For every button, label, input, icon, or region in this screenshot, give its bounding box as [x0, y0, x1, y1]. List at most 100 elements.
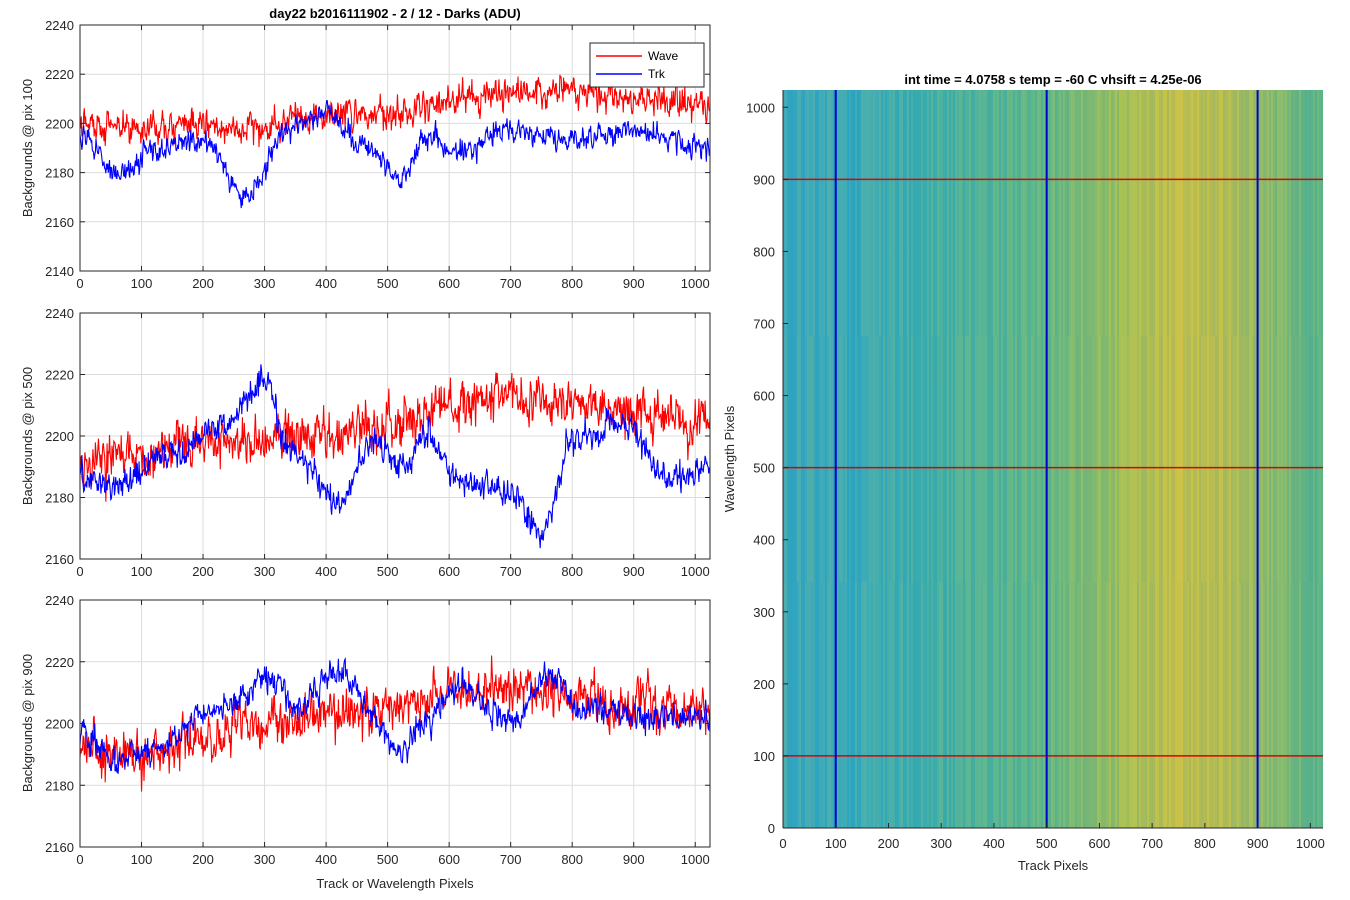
heatmap-texture [1057, 582, 1059, 828]
heatmap-texture [841, 90, 843, 336]
heatmap-texture [899, 336, 901, 582]
heatmap-texture [1315, 582, 1317, 828]
heatmap-texture [1233, 582, 1235, 828]
heatmap-texture [1223, 336, 1225, 582]
heatmap-texture [927, 336, 929, 582]
heatmap-texture [1165, 336, 1167, 582]
heatmap-texture [967, 336, 969, 582]
heatmap-texture [787, 336, 789, 582]
heatmap-texture [981, 90, 983, 336]
y-tick-label: 2180 [45, 491, 74, 506]
heatmap-texture [1021, 336, 1023, 582]
heatmap-texture [1087, 336, 1089, 582]
heatmap-texture [1053, 90, 1055, 336]
heatmap-texture [1259, 582, 1261, 828]
heatmap-texture [897, 90, 899, 336]
heatmap-texture [851, 90, 853, 336]
x-tick-label: 600 [438, 276, 460, 291]
heatmap-texture [1243, 90, 1245, 336]
heatmap-texture [797, 336, 799, 582]
heatmap-texture [951, 90, 953, 336]
heatmap-texture [1165, 582, 1167, 828]
heatmap-texture [1043, 336, 1045, 582]
series-line-trk [79, 99, 711, 209]
heatmap-texture [1073, 336, 1075, 582]
heatmap-texture [1275, 90, 1277, 336]
heatmap-texture [1277, 582, 1279, 828]
heatmap-texture [991, 336, 993, 582]
legend-box [589, 42, 705, 88]
heatmap-texture [929, 336, 931, 582]
heatmap-texture [1309, 582, 1311, 828]
heatmap-texture [881, 336, 883, 582]
heatmap-texture [1091, 582, 1093, 828]
heatmap-texture [821, 582, 823, 828]
heatmap-texture [1175, 90, 1177, 336]
heatmap-texture [1005, 336, 1007, 582]
y-tick-label: 2220 [45, 655, 74, 670]
heatmap-texture [1231, 336, 1233, 582]
heatmap-texture [847, 336, 849, 582]
heatmap-texture [889, 90, 891, 336]
heatmap-texture [1069, 582, 1071, 828]
heatmap-texture [851, 582, 853, 828]
heatmap-texture [1231, 90, 1233, 336]
heatmap-texture [887, 90, 889, 336]
heatmap-texture [805, 90, 807, 336]
heatmap-texture [1135, 582, 1137, 828]
heatmap-texture [1307, 90, 1309, 336]
heatmap-texture [1199, 582, 1201, 828]
heatmap-texture [983, 90, 985, 336]
heatmap-texture [893, 582, 895, 828]
heatmap-texture [805, 582, 807, 828]
y-tick-label: 600 [753, 389, 775, 404]
heatmap-texture [861, 336, 863, 582]
heatmap-texture [827, 90, 829, 336]
heatmap-texture [1139, 582, 1141, 828]
x-tick-label: 900 [623, 852, 645, 867]
heatmap-texture [969, 336, 971, 582]
heatmap-texture [1181, 90, 1183, 336]
heatmap-texture [883, 336, 885, 582]
heatmap-texture [957, 582, 959, 828]
heatmap-texture [789, 336, 791, 582]
heatmap-texture [1217, 336, 1219, 582]
x-tick-label: 800 [1194, 836, 1216, 851]
heatmap-texture [1163, 582, 1165, 828]
heatmap-texture [1139, 336, 1141, 582]
heatmap-texture [877, 582, 879, 828]
heatmap-texture [977, 582, 979, 828]
heatmap-texture [849, 90, 851, 336]
heatmap-texture [1031, 90, 1033, 336]
heatmap-texture [1183, 90, 1185, 336]
heatmap-texture [1109, 336, 1111, 582]
heatmap-texture [957, 90, 959, 336]
heatmap-texture [1131, 90, 1133, 336]
heatmap-texture [831, 90, 833, 336]
legend-label-wave: Wave [648, 49, 679, 63]
heatmap-texture [891, 582, 893, 828]
heatmap-texture [1291, 582, 1293, 828]
x-tick-label: 500 [1036, 836, 1058, 851]
heatmap-texture [901, 90, 903, 336]
heatmap-texture [831, 336, 833, 582]
heatmap-texture [1287, 90, 1289, 336]
heatmap-texture [929, 90, 931, 336]
x-tick-label: 100 [825, 836, 847, 851]
heatmap-texture [1259, 90, 1261, 336]
heatmap-texture [1199, 336, 1201, 582]
heatmap-texture [1085, 336, 1087, 582]
heatmap-texture [1193, 582, 1195, 828]
heatmap-texture [1283, 336, 1285, 582]
heatmap-texture [919, 90, 921, 336]
heatmap-texture [1121, 336, 1123, 582]
series-line-trk [79, 364, 711, 549]
heatmap-texture [1207, 336, 1209, 582]
heatmap-texture [1017, 90, 1019, 336]
x-tick-label: 300 [254, 852, 276, 867]
heatmap-image [783, 90, 1323, 828]
heatmap-texture [959, 582, 961, 828]
heatmap-texture [1177, 582, 1179, 828]
heatmap-texture [1225, 336, 1227, 582]
heatmap-texture [1237, 90, 1239, 336]
